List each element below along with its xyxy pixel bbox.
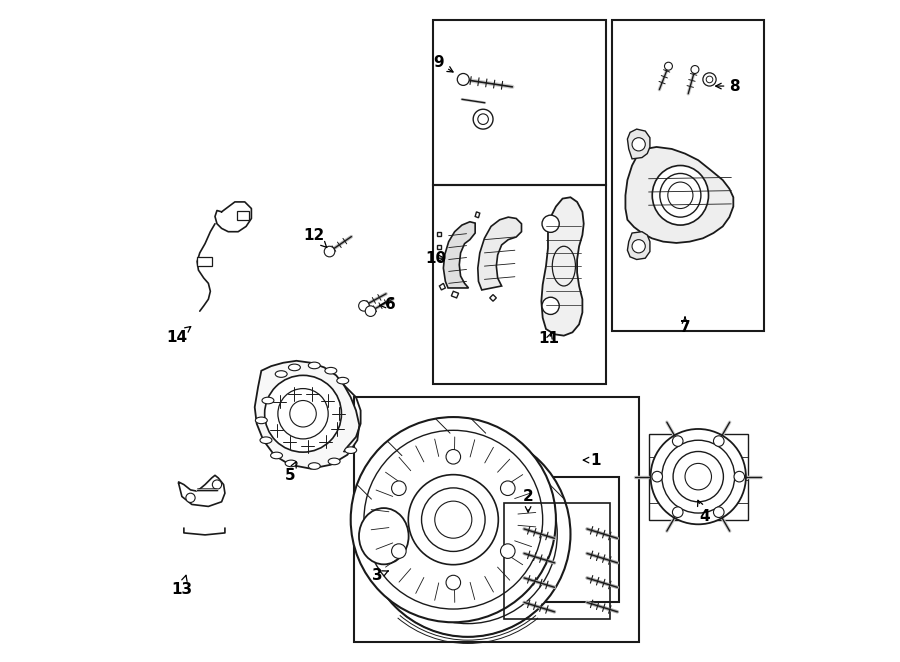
Ellipse shape [446,575,461,590]
Polygon shape [627,129,650,159]
Circle shape [672,436,683,446]
Circle shape [632,138,645,151]
Circle shape [652,471,662,482]
Circle shape [734,471,744,482]
Ellipse shape [260,437,272,444]
Circle shape [664,62,672,70]
Circle shape [212,480,221,489]
Text: 2: 2 [523,489,534,512]
Text: 6: 6 [380,297,396,312]
Bar [500,477,619,602]
Ellipse shape [289,364,301,371]
Ellipse shape [392,544,406,559]
Circle shape [324,246,335,257]
Ellipse shape [271,452,283,459]
Bar [612,20,764,331]
Bar [354,397,639,642]
Ellipse shape [262,397,274,404]
Ellipse shape [325,367,337,374]
Text: 5: 5 [284,462,296,483]
Text: 8: 8 [716,79,740,93]
Text: 13: 13 [171,575,193,596]
Ellipse shape [652,166,708,225]
Bar [434,20,606,185]
Ellipse shape [365,432,571,637]
Circle shape [672,507,683,518]
Ellipse shape [367,516,417,572]
Circle shape [714,436,724,446]
Bar [504,503,610,619]
Text: 11: 11 [539,332,560,346]
Polygon shape [444,222,475,288]
Ellipse shape [500,544,515,559]
Polygon shape [436,232,441,236]
Polygon shape [627,232,650,260]
Ellipse shape [337,377,348,384]
Circle shape [265,375,341,452]
Ellipse shape [309,362,320,369]
Circle shape [632,240,645,253]
Ellipse shape [660,173,701,217]
Ellipse shape [309,463,320,469]
Circle shape [473,109,493,129]
Polygon shape [490,295,496,301]
Bar [649,434,748,520]
Ellipse shape [285,460,297,467]
Circle shape [542,297,559,314]
Circle shape [351,417,556,622]
Circle shape [365,306,376,316]
Circle shape [703,73,716,86]
Ellipse shape [345,447,356,453]
Polygon shape [436,245,441,249]
Text: 7: 7 [680,317,690,335]
Ellipse shape [359,508,409,564]
Bar [197,257,211,266]
Circle shape [186,493,195,502]
Circle shape [358,301,369,311]
Ellipse shape [500,481,515,496]
Polygon shape [439,283,446,290]
Bar [237,211,248,220]
Circle shape [409,475,499,565]
Ellipse shape [256,417,267,424]
Circle shape [691,66,699,73]
Ellipse shape [275,371,287,377]
Polygon shape [478,217,521,290]
Circle shape [714,507,724,518]
Polygon shape [451,291,459,298]
Text: 14: 14 [166,326,191,345]
Bar [434,185,606,384]
Polygon shape [626,147,734,243]
Polygon shape [255,361,359,469]
Polygon shape [475,212,480,218]
Ellipse shape [446,449,461,464]
Text: 4: 4 [698,500,710,524]
Text: 12: 12 [303,228,327,248]
Ellipse shape [328,458,340,465]
Text: 10: 10 [425,251,446,265]
Circle shape [651,429,746,524]
Circle shape [542,215,559,232]
Text: 3: 3 [372,569,388,583]
Polygon shape [542,197,584,336]
Text: 9: 9 [433,56,453,72]
Circle shape [457,73,469,85]
Ellipse shape [392,481,406,496]
Text: 1: 1 [583,453,601,467]
